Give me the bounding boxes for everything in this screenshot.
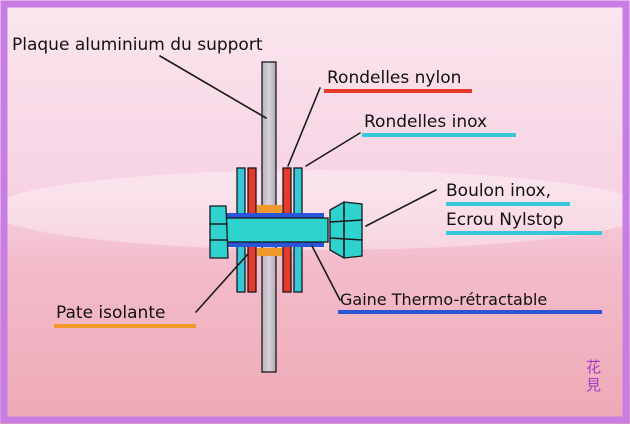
label-bolt-line1: Boulon inox, [446, 181, 551, 201]
label-nylon-washers: Rondelles nylon [327, 68, 461, 88]
label-paste: Pate isolante [56, 303, 165, 323]
leader-plate [159, 55, 267, 119]
heat-shrink-sleeve-top [226, 213, 324, 218]
underline-inox [362, 133, 516, 137]
heat-shrink-sleeve-bottom [226, 242, 324, 247]
underline-bolt-1 [446, 202, 570, 206]
horizon-glow [0, 170, 630, 250]
label-plate: Plaque aluminium du support [12, 35, 263, 55]
label-bolt-line2: Ecrou Nylstop [446, 210, 564, 230]
underline-paste [54, 324, 196, 328]
signature-seal-bottom: 見 [586, 376, 601, 394]
label-sleeve: Gaine Thermo-rétractable [340, 290, 547, 309]
underline-bolt-2 [446, 231, 602, 235]
underline-nylon [324, 89, 472, 93]
nylstop-nut [329, 201, 363, 259]
leader-inox [305, 132, 361, 167]
label-inox-washers: Rondelles inox [364, 112, 487, 132]
bolt-head [209, 205, 229, 259]
insulating-paste-bottom [257, 248, 282, 256]
leader-sleeve [311, 245, 341, 301]
bolt-shank [223, 217, 329, 243]
insulating-paste-top [257, 205, 282, 213]
leader-bolt [365, 189, 437, 227]
underline-sleeve [338, 310, 602, 314]
signature-seal-top: 花 [586, 358, 601, 376]
leader-nylon [287, 87, 321, 167]
leader-paste [195, 253, 249, 313]
